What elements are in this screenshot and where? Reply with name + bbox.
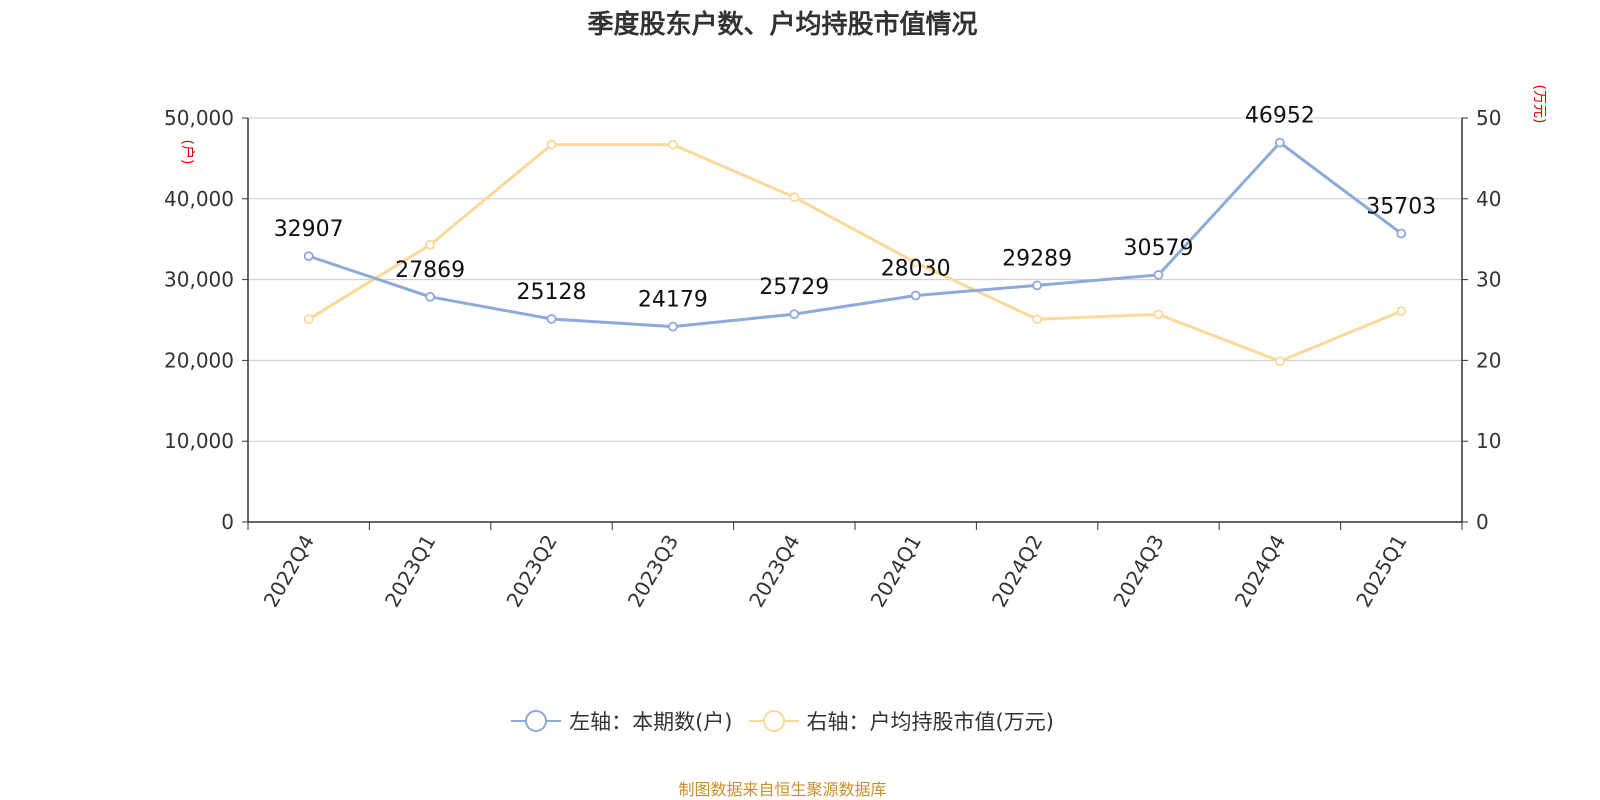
right-axis-tick-label: 30	[1476, 268, 1501, 292]
data-point-left	[546, 314, 557, 324]
data-point-left	[1396, 228, 1407, 239]
data-point-right	[1396, 306, 1407, 317]
series-line-right	[307, 143, 1402, 363]
legend-item-left-series[interactable]: 左轴：本期数(户)	[511, 706, 733, 736]
x-axis-tick-label: 2023Q1	[380, 531, 440, 612]
data-label: 28030	[881, 257, 951, 282]
legend-right-series-label: 右轴：户均持股市值(万元)	[806, 710, 1054, 734]
right-axis-unit-label: (万元)	[1531, 85, 1547, 124]
data-point-right	[789, 192, 800, 203]
right-axis-tick-label: 10	[1476, 429, 1501, 453]
x-axis-tick-label: 2024Q2	[987, 531, 1047, 612]
data-labels: 32907 27869 25128 24179 25729 28030 29289 30579…	[274, 104, 1437, 313]
legend-right-series-marker-icon	[748, 710, 799, 732]
data-point-right	[425, 239, 436, 250]
data-label: 25128	[517, 280, 587, 305]
right-axis-tick-label: 20	[1476, 348, 1501, 372]
x-axis-tick-label: 2025Q1	[1351, 531, 1411, 612]
data-point-right	[668, 139, 678, 150]
series-lines	[303, 137, 1407, 367]
series-line-left	[308, 141, 1403, 329]
left-axis-tick-label: 20,000	[164, 348, 234, 372]
data-point-right	[1032, 314, 1042, 325]
x-axis-tick-label: 2024Q3	[1108, 531, 1168, 612]
data-label: 25729	[759, 275, 829, 300]
data-label: 30579	[1124, 236, 1194, 261]
left-axis-unit-label: (户)	[179, 140, 196, 165]
data-point-left	[1032, 280, 1042, 291]
legend-left-series-label: 左轴：本期数(户)	[569, 710, 733, 734]
data-point-left	[1153, 270, 1164, 280]
x-axis-tick-label: 2023Q2	[501, 531, 561, 612]
data-point-right	[303, 314, 314, 325]
x-axis-tick-label: 2023Q4	[744, 531, 804, 612]
right-axis-tick-label: 40	[1476, 187, 1501, 211]
data-point-left	[910, 290, 921, 301]
data-point-left	[789, 309, 800, 320]
data-label: 46952	[1245, 104, 1315, 129]
data-label: 24179	[638, 288, 708, 313]
legend-left-series-marker-icon	[511, 710, 562, 732]
x-axis-tick-label: 2024Q1	[866, 531, 926, 612]
data-point-right	[1275, 356, 1285, 367]
data-point-left	[1275, 137, 1285, 148]
left-axis-tick-label: 0	[221, 510, 234, 534]
source-note: 制图数据来自恒生聚源数据库	[678, 780, 887, 799]
x-axis-tick-label: 2024Q4	[1230, 531, 1290, 612]
x-axis-tick-label: 2022Q4	[259, 531, 319, 612]
data-label: 35703	[1366, 195, 1436, 220]
legend: 左轴：本期数(户) 右轴：户均持股市值(万元)	[0, 706, 1565, 736]
legend-item-right-series[interactable]: 右轴：户均持股市值(万元)	[748, 706, 1054, 736]
right-axis-tick-label: 50	[1476, 106, 1501, 130]
data-point-left	[668, 321, 678, 332]
left-axis-tick-label: 40,000	[164, 187, 234, 211]
data-point-right	[1153, 309, 1164, 320]
x-axis-tick-label: 2023Q3	[623, 531, 683, 612]
data-label: 29289	[1002, 246, 1072, 271]
chart-title: 季度股东户数、户均持股市值情况	[587, 10, 978, 40]
data-point-left	[425, 291, 436, 302]
data-label: 32907	[274, 217, 344, 242]
data-label: 27869	[395, 258, 465, 283]
data-point-right	[910, 257, 921, 268]
data-point-left	[303, 251, 314, 262]
left-axis-tick-label: 50,000	[164, 106, 234, 130]
axes: 0 0 10,000 10 20,000 20 30,000 30 40,000 40 50,000…	[164, 85, 1547, 612]
left-axis-tick-label: 30,000	[164, 268, 234, 292]
data-point-right	[546, 139, 557, 150]
grid-lines	[248, 117, 1462, 442]
right-axis-tick-label: 0	[1476, 510, 1489, 534]
left-axis-tick-label: 10,000	[164, 429, 234, 453]
